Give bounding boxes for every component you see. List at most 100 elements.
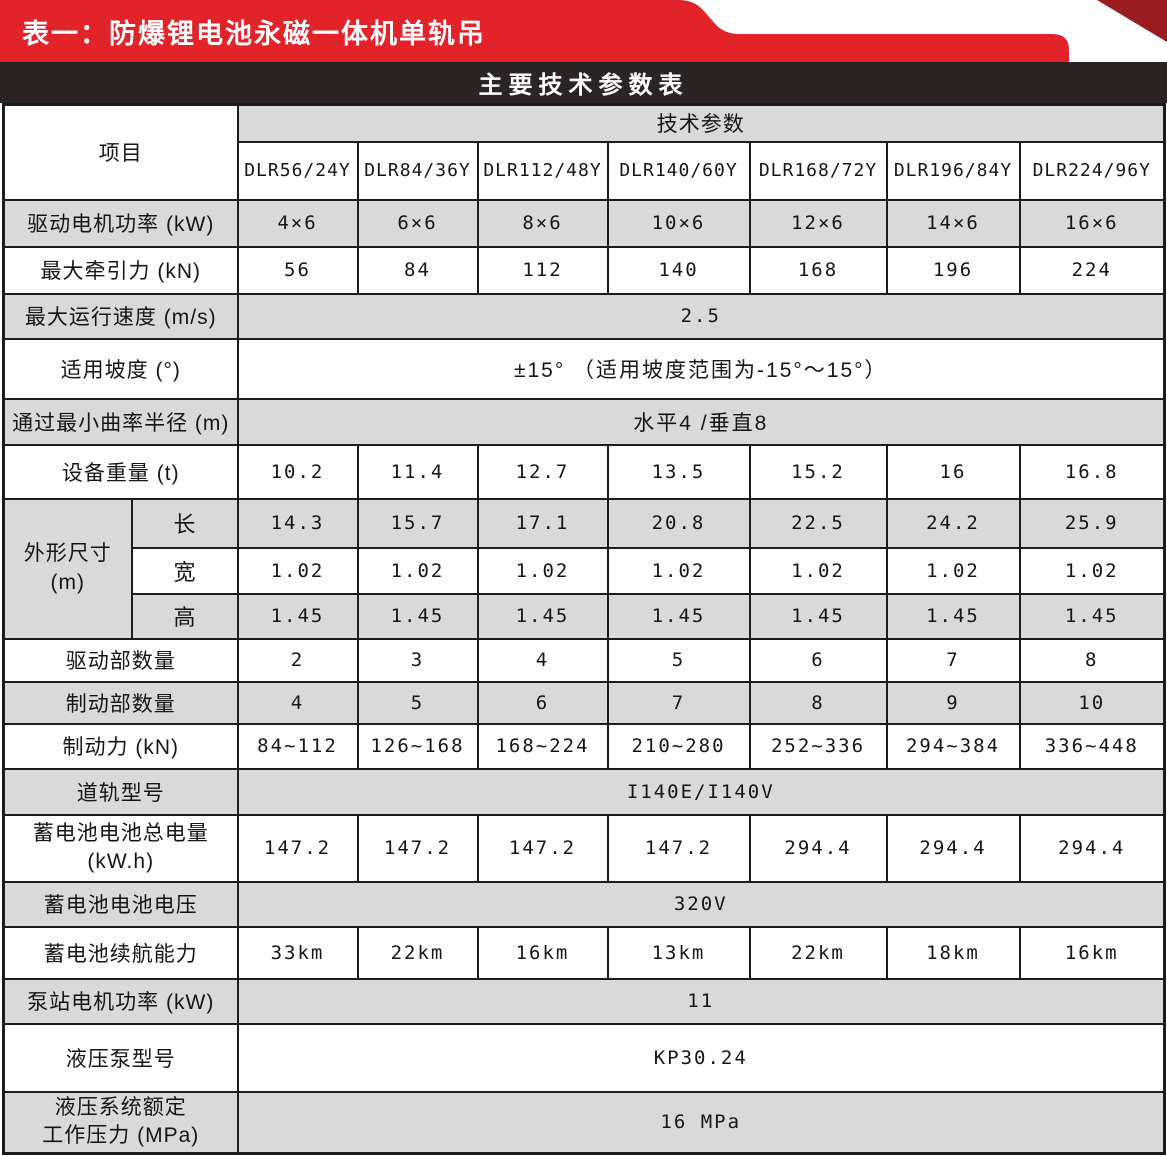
spec-label-line: 外形尺寸 (23, 542, 112, 566)
spec-value-span-cell: ±15° （适用坡度范围为-15°～15°） (236, 337, 1166, 400)
spec-value-cell: 16.8 (1018, 443, 1166, 500)
spec-value-cell: 294.4 (1018, 813, 1166, 883)
spec-value-cell: 84~112 (236, 722, 359, 770)
model-header-cell: DLR196/84Y (885, 140, 1021, 201)
spec-label-cell: 道轨型号 (2, 767, 239, 816)
table-row: 液压系统额定 工作压力 (MPa) 16 MPa (2, 1090, 1166, 1155)
spec-value-cell: 18km (885, 925, 1021, 980)
table-row: 蓄电池电池总电量 (kW.h) 147.2 147.2 147.2 147.2 … (2, 813, 1166, 883)
spec-value-cell: 13.5 (606, 443, 751, 500)
spec-label-cell: 驱动电机功率 (kW) (2, 198, 239, 248)
spec-value-cell: 4 (236, 680, 359, 725)
spec-value-cell: 1.02 (1018, 546, 1166, 595)
spec-value-span-cell: 11 (236, 977, 1166, 1025)
spec-value-span-cell: KP30.24 (236, 1022, 1166, 1093)
spec-label-line: 工作压力 (MPa) (42, 1124, 200, 1148)
table-row: 蓄电池电池电压 320V (2, 880, 1166, 928)
spec-value-cell: 11.4 (356, 443, 479, 500)
spec-value-cell: 5 (606, 637, 751, 683)
title-banner: 表一：防爆锂电池永磁一体机单轨吊 (0, 0, 1167, 62)
spec-table: 项目 技术参数 DLR56/24Y DLR84/36Y DLR112/48Y D… (2, 103, 1166, 1155)
spec-value-cell: 294.4 (885, 813, 1021, 883)
spec-value-cell: 33km (236, 925, 359, 980)
table-row: 项目 技术参数 (2, 103, 1166, 201)
spec-value-cell: 8 (1018, 637, 1166, 683)
spec-value-cell: 12.7 (476, 443, 609, 500)
spec-value-cell: 252~336 (748, 722, 888, 770)
model-header-cell: DLR112/48Y (476, 140, 609, 201)
banner-corner-fold-shape (1097, 0, 1167, 42)
model-header-cell: DLR168/72Y (748, 140, 888, 201)
spec-value-cell: 1.45 (606, 592, 751, 640)
table-row: 液压泵型号 KP30.24 (2, 1022, 1166, 1093)
spec-value-cell: 13km (606, 925, 751, 980)
spec-label-cell: 外形尺寸 (m) (2, 497, 133, 640)
spec-value-cell: 5 (356, 680, 479, 725)
spec-value-cell: 10 (1018, 680, 1166, 725)
spec-value-cell: 56 (236, 245, 359, 295)
spec-value-cell: 84 (356, 245, 479, 295)
spec-value-cell: 6 (748, 637, 888, 683)
spec-label-cell: 蓄电池电池电压 (2, 880, 239, 928)
spec-value-cell: 210~280 (606, 722, 751, 770)
spec-value-cell: 4 (476, 637, 609, 683)
table-subtitle: 主要技术参数表 (478, 72, 689, 99)
spec-value-cell: 16×6 (1018, 198, 1166, 248)
spec-value-cell: 147.2 (356, 813, 479, 883)
spec-value-span-cell: 320V (236, 880, 1166, 928)
table-row: 蓄电池续航能力 33km 22km 16km 13km 22km 18km 16… (2, 925, 1166, 980)
spec-value-cell: 168~224 (476, 722, 609, 770)
spec-value-cell: 20.8 (606, 497, 751, 549)
banner-red-shape (0, 0, 1069, 62)
spec-value-cell: 12×6 (748, 198, 888, 248)
table-row: 驱动部数量 2 3 4 5 6 7 8 (2, 637, 1166, 683)
model-header-cell: DLR224/96Y (1018, 140, 1166, 201)
spec-value-cell: 112 (476, 245, 609, 295)
spec-value-cell: 1.02 (476, 546, 609, 595)
spec-value-cell: 147.2 (606, 813, 751, 883)
spec-value-cell: 22km (748, 925, 888, 980)
spec-value-cell: 1.45 (476, 592, 609, 640)
spec-value-cell: 294.4 (748, 813, 888, 883)
spec-label-cell: 制动部数量 (2, 680, 239, 725)
spec-value-span-cell: 水平4 /垂直8 (236, 397, 1166, 446)
spec-label-cell: 最大运行速度 (m/s) (2, 292, 239, 340)
spec-value-cell: 6 (476, 680, 609, 725)
spec-value-cell: 224 (1018, 245, 1166, 295)
table-row: 制动部数量 4 5 6 7 8 9 10 (2, 680, 1166, 725)
spec-label-cell: 蓄电池续航能力 (2, 925, 239, 980)
spec-value-cell: 8×6 (476, 198, 609, 248)
spec-value-cell: 7 (885, 637, 1021, 683)
table-row: 外形尺寸 (m) 长 14.3 15.7 17.1 20.8 22.5 24.2… (2, 497, 1166, 640)
spec-value-cell: 1.45 (356, 592, 479, 640)
spec-sublabel-cell: 高 (130, 592, 239, 640)
table-subtitle-bar: 主要技术参数表 (0, 62, 1167, 103)
spec-label-cell: 制动力 (kN) (2, 722, 239, 770)
table-row: 最大牵引力 (kN) 56 84 112 140 168 196 224 (2, 245, 1166, 295)
spec-value-cell: 15.2 (748, 443, 888, 500)
table-row: 制动力 (kN) 84~112 126~168 168~224 210~280 … (2, 722, 1166, 770)
spec-value-cell: 8 (748, 680, 888, 725)
spec-label-cell: 适用坡度 (°) (2, 337, 239, 400)
spec-value-cell: 9 (885, 680, 1021, 725)
spec-value-cell: 336~448 (1018, 722, 1166, 770)
spec-value-cell: 168 (748, 245, 888, 295)
model-header-cell: DLR56/24Y (236, 140, 359, 201)
spec-value-cell: 10×6 (606, 198, 751, 248)
spec-label-cell: 泵站电机功率 (kW) (2, 977, 239, 1025)
table-row: 最大运行速度 (m/s) 2.5 (2, 292, 1166, 340)
spec-label-line: (kW.h) (87, 850, 155, 873)
spec-value-cell: 294~384 (885, 722, 1021, 770)
table-row: 宽 1.02 1.02 1.02 1.02 1.02 1.02 1.02 (4, 546, 1166, 595)
spec-value-cell: 147.2 (476, 813, 609, 883)
spec-value-span-cell: 2.5 (236, 292, 1166, 340)
spec-label-cell: 通过最小曲率半径 (m) (2, 397, 239, 446)
spec-value-span-cell: 16 MPa (236, 1090, 1166, 1155)
spec-value-cell: 1.02 (356, 546, 479, 595)
spec-sublabel-cell: 长 (130, 497, 239, 549)
spec-value-cell: 1.45 (236, 592, 359, 640)
table-row: 设备重量 (t) 10.2 11.4 12.7 13.5 15.2 16 16.… (2, 443, 1166, 500)
spec-value-cell: 147.2 (236, 813, 359, 883)
model-header-cell: DLR84/36Y (356, 140, 479, 201)
spec-label-cell: 设备重量 (t) (2, 443, 239, 500)
